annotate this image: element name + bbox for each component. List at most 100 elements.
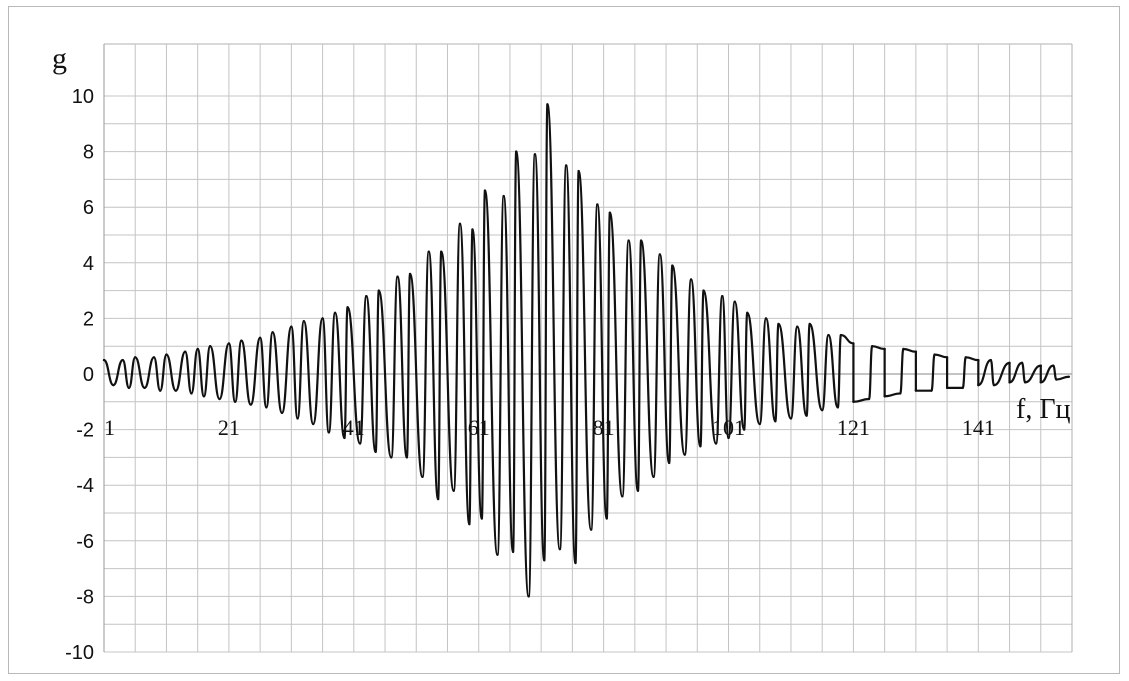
trough-point [1039,381,1042,384]
peak-point [102,358,106,362]
peak-point [196,347,199,351]
trough-point [421,475,424,479]
trough-point [714,442,718,445]
peak-point [914,350,918,353]
peak-point [596,203,599,206]
trough-point [296,417,299,420]
trough-point [143,386,146,390]
trough-point [558,547,562,551]
trough-point [480,517,484,520]
peak-point [183,350,187,353]
x-tick-label: 61 [468,415,490,440]
peak-point [471,228,474,231]
peak-point [777,322,780,326]
peak-point [1039,364,1042,367]
peak-point [346,306,349,309]
trough-point [233,400,237,403]
peak-point [396,275,399,278]
peak-point [333,311,337,315]
trough-point [914,389,918,392]
x-axis-title: f, Гц [1016,394,1071,425]
trough-point [805,414,808,417]
trough-point [836,406,840,409]
trough-point [112,383,115,387]
x-tick-label: 21 [218,415,240,440]
peak-point [608,211,612,214]
peak-point [746,311,749,315]
trough-point [961,386,964,390]
peak-point [365,294,368,298]
peak-point [408,272,412,276]
peak-point [483,189,487,192]
trough-point [174,389,178,392]
trough-point [683,453,686,456]
peak-point [870,345,874,348]
trough-point [589,528,593,531]
trough-point [742,428,746,431]
peak-point [883,347,886,351]
x-tick-label: 1 [104,415,115,440]
peak-point [546,103,549,106]
peak-point [639,239,643,242]
peak-point [240,339,243,342]
peak-point [933,353,936,356]
trough-point [265,406,268,409]
peak-point [458,222,462,226]
trough-point [1008,381,1011,384]
series-line [103,103,1069,598]
trough-point [867,397,871,401]
trough-point [636,489,640,492]
trough-point [543,559,546,562]
y-axis-title: g [52,42,67,75]
trough-point [159,389,162,392]
grid-layer [103,43,1073,653]
trough-point [699,445,702,448]
peak-point [502,194,505,198]
y-tick-label: 10 [72,86,94,108]
peak-point [839,333,843,337]
peak-point [796,325,799,328]
peak-point [733,300,736,303]
peak-point [702,289,705,292]
peak-point [302,319,306,323]
trough-point [468,522,471,526]
peak-point [514,150,518,153]
trough-point [1055,378,1058,381]
peak-point [427,250,430,253]
peak-point [533,153,537,156]
trough-point [621,495,624,498]
trough-point [605,517,608,520]
trough-point [390,456,393,459]
peak-point [1020,361,1024,365]
peak-point [721,294,724,298]
y-tick-label: 2 [83,308,94,330]
trough-point [945,386,949,390]
trough-point [218,397,221,401]
trough-point [992,383,996,387]
peak-point [977,358,980,362]
peak-point [689,278,693,281]
peak-point [165,353,168,356]
peak-point [271,331,274,334]
y-tick-label: 0 [83,364,94,386]
trough-point [1067,375,1071,378]
peak-point [577,169,580,173]
trough-point [977,383,980,387]
peak-point [902,347,905,351]
peak-point [377,289,380,292]
peak-point [564,164,568,167]
peak-point [827,333,830,337]
y-tick-label: 4 [83,253,94,275]
trough-point [1023,381,1027,384]
peak-point [321,317,324,320]
peak-point [989,358,993,362]
y-tick-label: -4 [76,475,94,497]
trough-point [280,411,284,415]
peak-point [808,322,811,326]
trough-point [374,450,377,454]
y-tick-label: 6 [83,197,94,219]
trough-point [312,422,315,426]
x-tick-label: 41 [343,415,365,440]
